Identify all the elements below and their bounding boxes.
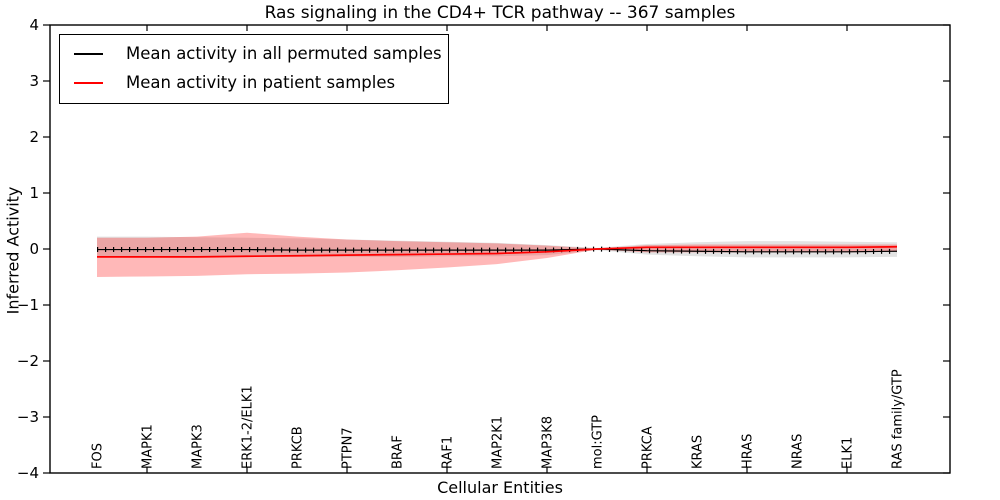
x-tick-label: RAS family/GTP	[891, 369, 906, 469]
y-tick-label: −1	[17, 296, 39, 314]
y-tick-label: −4	[17, 464, 39, 482]
x-tick-label: ERK1-2/ELK1	[241, 385, 256, 469]
legend-label-permuted: Mean activity in all permuted samples	[126, 44, 442, 63]
x-tick-label: MAPK3	[191, 424, 206, 469]
legend-item-permuted: Mean activity in all permuted samples	[74, 39, 442, 68]
mean-lines	[97, 245, 898, 258]
x-tick-label: MAP2K1	[491, 416, 506, 469]
std-bands	[97, 232, 897, 277]
y-tick-label: 4	[29, 16, 39, 34]
y-tick-label: −3	[17, 408, 39, 426]
legend-item-patient: Mean activity in patient samples	[74, 68, 434, 97]
x-tick-label: mol:GTP	[591, 415, 606, 469]
y-tick-label: −2	[17, 352, 39, 370]
x-tick-label: MAPK1	[141, 424, 156, 469]
legend: Mean activity in all permuted samples Me…	[59, 34, 449, 104]
y-tick-label: 2	[29, 128, 39, 146]
x-tick-label: PRKCA	[641, 426, 656, 469]
x-tick-label: HRAS	[741, 434, 756, 469]
legend-label-patient: Mean activity in patient samples	[126, 73, 396, 92]
x-tick-label: PRKCB	[291, 426, 306, 469]
axis-ticks	[43, 24, 950, 474]
x-tick-label: KRAS	[691, 435, 706, 469]
y-tick-label: 0	[29, 240, 39, 258]
tick-labels: 4 3 2 1 0 −1 −2 −3 −4 FOS MAPK1 MAPK3 ERK1-2/ELK1 PRK…	[17, 16, 906, 482]
x-tick-label: NRAS	[791, 434, 806, 469]
x-tick-label: FOS	[91, 443, 106, 469]
patient-line-swatch	[74, 81, 103, 84]
x-tick-label: BRAF	[391, 435, 406, 469]
x-tick-label: PTPN7	[341, 427, 356, 469]
x-axis-label: Cellular Entities	[437, 478, 563, 497]
patient-samples-std-band	[97, 232, 897, 277]
permuted-mean-markers	[97, 246, 898, 255]
permuted-line-swatch	[74, 52, 103, 55]
x-tick-label: MAP3K8	[541, 416, 556, 469]
x-tick-label: ELK1	[841, 437, 856, 469]
patient-mean-line	[97, 245, 898, 258]
y-tick-label: 1	[29, 184, 39, 202]
x-tick-label: RAF1	[441, 436, 456, 469]
y-axis-label: Inferred Activity	[3, 186, 23, 315]
y-tick-label: 3	[29, 72, 39, 90]
chart-title: Ras signaling in the CD4+ TCR pathway --…	[264, 3, 736, 23]
